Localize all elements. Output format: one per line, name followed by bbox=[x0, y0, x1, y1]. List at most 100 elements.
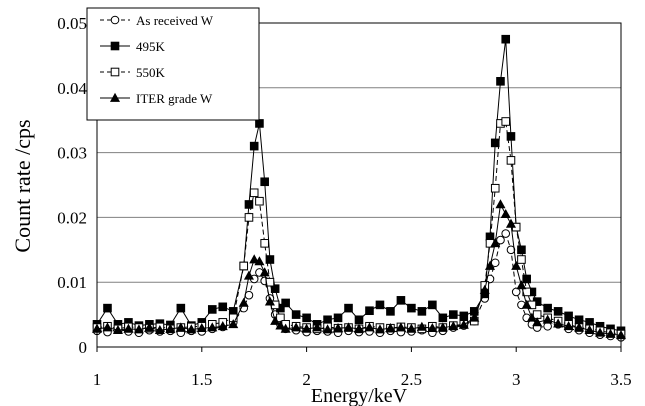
legend-entry: As received W bbox=[100, 13, 214, 28]
data-point bbox=[517, 245, 526, 255]
data-point bbox=[244, 213, 254, 222]
data-point bbox=[275, 320, 286, 330]
data-point bbox=[312, 322, 323, 332]
x-tick-label: 3.5 bbox=[610, 370, 631, 389]
data-point bbox=[260, 177, 269, 187]
data-point bbox=[374, 324, 385, 334]
data-point bbox=[291, 322, 302, 332]
y-tick-label: 0.01 bbox=[57, 273, 87, 292]
data-point bbox=[255, 119, 264, 128]
data-point bbox=[103, 303, 112, 313]
data-point bbox=[506, 156, 516, 165]
data-point bbox=[280, 323, 291, 333]
data-point bbox=[375, 300, 385, 310]
data-point bbox=[459, 311, 469, 321]
y-tick-label: 0 bbox=[79, 338, 88, 357]
data-point bbox=[364, 322, 375, 332]
data-point bbox=[437, 322, 448, 332]
y-tick-label: 0.05 bbox=[57, 14, 87, 33]
data-point bbox=[196, 322, 207, 333]
legend-entries: As received W 495K 550K ITER grade W bbox=[100, 13, 214, 106]
data-point bbox=[265, 255, 275, 264]
data-point bbox=[270, 315, 281, 325]
legend-label: 495K bbox=[136, 39, 166, 54]
data-point bbox=[490, 238, 501, 248]
data-point bbox=[207, 305, 217, 314]
data-point bbox=[322, 324, 333, 334]
x-tick-label: 2.5 bbox=[401, 370, 422, 389]
data-point bbox=[522, 274, 531, 284]
data-point bbox=[343, 322, 354, 332]
legend-marker bbox=[110, 67, 120, 77]
series-line bbox=[96, 120, 622, 335]
data-point bbox=[427, 322, 438, 333]
data-point bbox=[526, 312, 537, 322]
legend-entry: ITER grade W bbox=[100, 91, 213, 106]
data-point bbox=[217, 321, 228, 331]
legend-marker bbox=[110, 41, 120, 51]
data-point bbox=[249, 188, 259, 198]
legend-label: ITER grade W bbox=[136, 91, 213, 106]
data-point bbox=[281, 298, 290, 308]
data-point bbox=[449, 310, 458, 319]
y-axis-title: Count rate /cps bbox=[10, 119, 35, 252]
data-point bbox=[496, 77, 505, 86]
data-point bbox=[517, 255, 526, 264]
data-point bbox=[244, 290, 254, 300]
data-point bbox=[255, 196, 264, 206]
data-point bbox=[506, 245, 516, 255]
legend-marker bbox=[110, 15, 120, 25]
data-point bbox=[532, 317, 543, 327]
legend-entry: 550K bbox=[100, 65, 166, 80]
data-point bbox=[176, 303, 186, 313]
data-point bbox=[584, 324, 595, 334]
data-point bbox=[407, 303, 416, 313]
data-point bbox=[417, 307, 427, 316]
data-point bbox=[186, 324, 197, 334]
x-tick-label: 1 bbox=[93, 370, 102, 389]
data-point bbox=[506, 132, 516, 141]
data-point bbox=[243, 270, 254, 280]
data-point bbox=[490, 183, 500, 193]
data-point bbox=[244, 200, 254, 209]
data-point bbox=[249, 141, 259, 151]
data-point bbox=[521, 299, 532, 309]
x-tick-label: 1.5 bbox=[191, 370, 212, 389]
data-point bbox=[112, 324, 123, 334]
data-point bbox=[469, 312, 480, 322]
data-point bbox=[239, 261, 249, 271]
data-point bbox=[207, 322, 218, 332]
data-point bbox=[354, 315, 364, 325]
data-point bbox=[438, 313, 448, 323]
data-point bbox=[291, 310, 301, 319]
data-point bbox=[353, 323, 365, 333]
data-point bbox=[396, 296, 406, 305]
data-point bbox=[416, 321, 427, 331]
data-point bbox=[490, 258, 500, 268]
data-point bbox=[516, 280, 527, 290]
data-point bbox=[133, 324, 144, 334]
y-tick-label: 0.04 bbox=[57, 79, 87, 98]
data-point bbox=[249, 254, 260, 264]
data-point bbox=[448, 321, 459, 331]
data-point bbox=[260, 239, 269, 248]
data-point bbox=[395, 322, 406, 332]
legend-marker bbox=[109, 92, 121, 102]
data-point bbox=[123, 323, 134, 333]
data-point bbox=[365, 306, 374, 316]
data-point bbox=[102, 322, 113, 332]
y-tick-label: 0.03 bbox=[57, 144, 87, 163]
data-point bbox=[302, 313, 311, 323]
data-point bbox=[542, 314, 553, 324]
data-point bbox=[323, 315, 332, 325]
x-tick-label: 2 bbox=[302, 370, 311, 389]
data-point bbox=[259, 267, 270, 277]
data-point bbox=[254, 256, 265, 266]
data-point bbox=[511, 287, 521, 297]
data-point bbox=[511, 260, 522, 270]
data-point bbox=[175, 322, 186, 332]
data-point bbox=[490, 138, 500, 148]
series-layer bbox=[91, 34, 627, 342]
